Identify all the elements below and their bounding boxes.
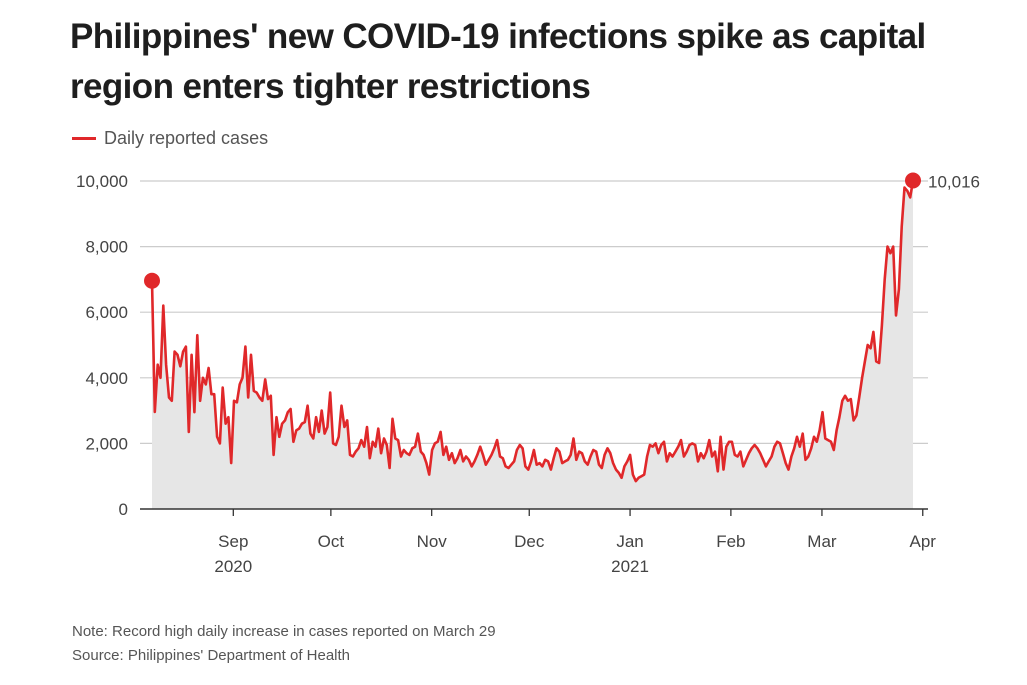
y-tick-label: 2,000 <box>85 434 128 453</box>
x-tick-sublabel: 2020 <box>214 557 252 576</box>
x-axis: Sep 2020 Oct Nov Dec Jan 2021 Feb Mar Apr <box>140 508 937 576</box>
x-tick-sublabel: 2021 <box>611 557 649 576</box>
annotation-dot <box>905 172 921 189</box>
x-tick-label: Oct <box>318 532 345 551</box>
y-axis: 0 2,000 4,000 6,000 8,000 10,000 <box>76 172 128 519</box>
x-tick-label: Apr <box>910 532 937 551</box>
y-tick-label: 10,000 <box>76 172 128 191</box>
legend: Daily reported cases <box>72 128 268 149</box>
footer-source: Source: Philippines' Department of Healt… <box>72 647 351 664</box>
legend-line-swatch <box>72 137 96 140</box>
y-tick-label: 0 <box>119 500 128 519</box>
x-tick-label: Mar <box>807 532 837 551</box>
series-line <box>150 180 915 483</box>
chart-title: Philippines' new COVID-19 infections spi… <box>70 17 926 106</box>
area-fill <box>152 180 913 509</box>
y-tick-label: 8,000 <box>85 238 128 257</box>
legend-label: Daily reported cases <box>104 128 269 148</box>
x-tick-label: Feb <box>716 532 745 551</box>
x-tick-label: Dec <box>514 532 545 551</box>
annotation-dot <box>144 272 160 289</box>
chart-footer: Note: Record high daily increase in case… <box>72 620 496 668</box>
y-tick-label: 4,000 <box>85 369 128 388</box>
x-tick-label: Jan <box>616 532 643 551</box>
annotation-label: 10,016 <box>928 172 980 191</box>
annotations: 10,016 <box>144 172 980 289</box>
x-tick-label: Sep <box>218 532 248 551</box>
x-tick-label: Nov <box>417 532 448 551</box>
footer-note: Note: Record high daily increase in case… <box>72 623 496 640</box>
y-tick-label: 6,000 <box>85 303 128 322</box>
